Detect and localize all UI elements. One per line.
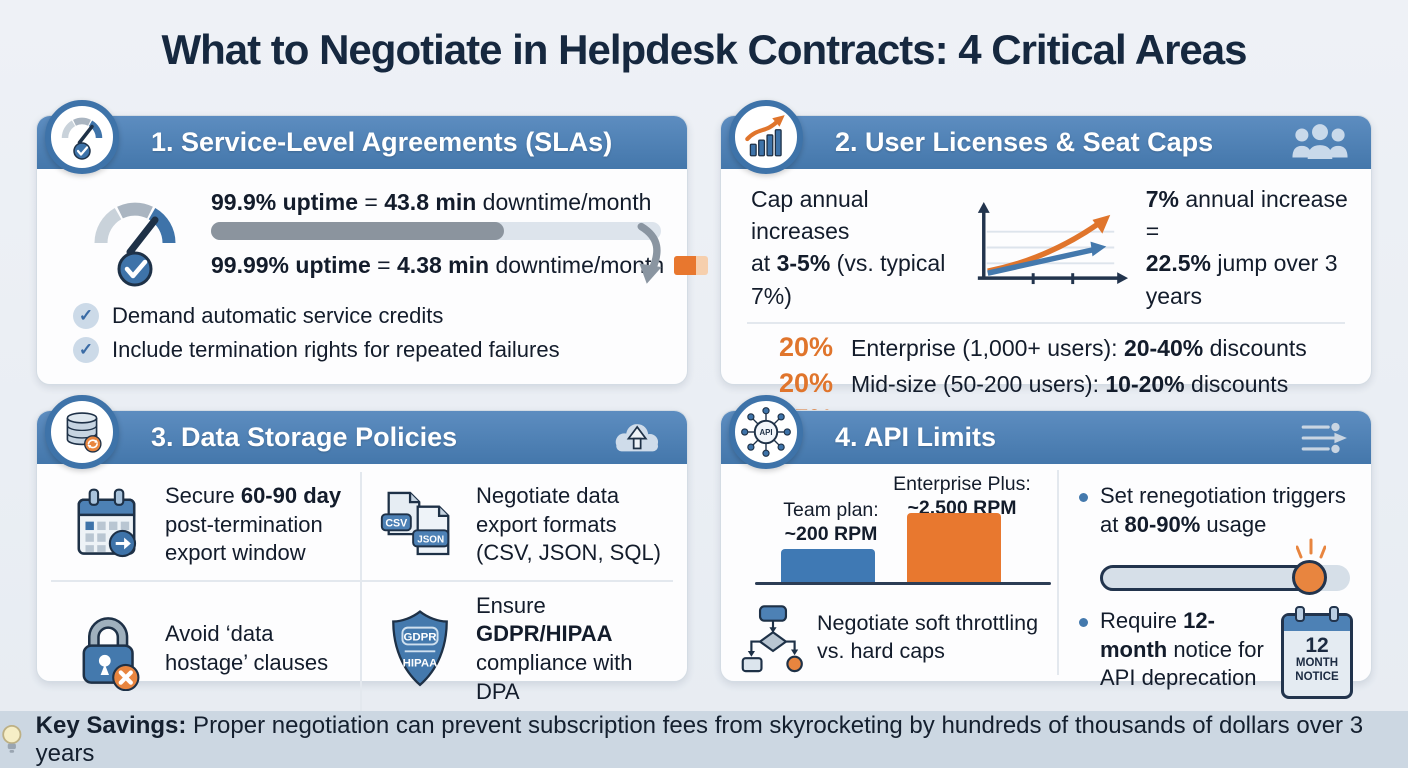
storage-grid: Secure 60-90 day post-termination export… [37,464,687,724]
gauge-icon [61,117,103,160]
gauge-check-icon [94,202,176,287]
panel-storage-title: 3. Data Storage Policies [151,422,458,452]
team-plan-bar [781,549,875,582]
storage-item-hostage: Avoid ‘data hostage’ clauses [51,581,362,719]
sla-checklist: ✓ Demand automatic service credits ✓ Inclu… [37,303,687,363]
key-savings-text: Key Savings: Proper negotiation can prev… [35,711,1364,767]
storage-item-text: Ensure GDPR/HIPAA compliance with DPA [476,592,633,704]
lock-x-icon [82,617,140,691]
throttling-text: Negotiate soft throttling vs. hard caps [817,611,1039,663]
storage-item-text: Secure 60-90 day post-termination export… [165,483,342,566]
throughput-icon [1301,422,1347,453]
panel-sla-header: 1. Service-Level Agreements (SLAs) [37,100,687,174]
flowchart-icon [741,605,803,673]
cap-increase-text: Cap annual increases at 3-5% (vs. typical… [751,186,946,309]
growth-chart-icon [745,115,785,157]
svg-text:CSV: CSV [385,517,408,529]
api-hub-icon: API [741,407,791,457]
panel-licenses-title: 2. User Licenses & Seat Caps [835,127,1214,157]
renegotiation-bullet: Set renegotiation triggers at 80-90% usa… [1079,482,1359,539]
calendar-export-icon [77,488,137,558]
slider-knob [1292,560,1327,596]
svg-text:API: API [759,428,772,437]
api-badge: API [729,395,803,469]
panel-api-header: API 4. API Limits [721,395,1371,469]
downtime-bar-small [674,256,709,275]
users-icon [1292,123,1348,159]
check-icon: ✓ [73,303,99,329]
database-badge [45,395,119,469]
svg-text:JSON: JSON [417,534,444,545]
checklist-item: ✓ Demand automatic service credits [73,303,687,329]
panel-api-title: 4. API Limits [835,422,997,452]
page-title: What to Negotiate in Helpdesk Contracts:… [161,26,1247,73]
spark-icon [1296,538,1326,559]
bullet-dot [1079,493,1088,502]
check-icon: ✓ [73,337,99,363]
database-icon [66,412,102,453]
svg-text:HIPAA: HIPAA [403,658,438,670]
panel-licenses-header: 2. User Licenses & Seat Caps [721,100,1371,174]
api-right-column: Set renegotiation triggers at 80-90% usa… [1059,470,1363,700]
checklist-item: ✓ Include termination rights for repeated… [73,337,687,363]
growth-mini-chart [977,202,1128,285]
csv-json-files-icon: CSV JSON [380,491,450,556]
key-savings-banner: Key Savings: Proper negotiation can prev… [0,711,1408,768]
storage-item-export-window: Secure 60-90 day post-termination export… [51,472,362,582]
growth-badge [729,100,803,174]
discount-pct: 20% [778,367,833,398]
discount-row: 20% Mid-size (50-200 users): 10-20% disco… [721,368,1371,399]
panel-storage-header: 3. Data Storage Policies [37,395,687,469]
storage-item-text: Negotiate data export formats (CSV, JSON… [476,483,662,566]
curved-arrow-icon [637,222,662,284]
annual-increase-text: 7% annual increase = 22.5% jump over 3 ye… [1145,186,1348,309]
divider [747,321,1345,324]
discount-pct: 20% [778,331,833,362]
discount-row: 20% Enterprise (1,000+ users): 20-40% dis… [721,332,1371,363]
uptime-999-line: 99.9% uptime = 43.8 min downtime/month [211,189,652,215]
chart-baseline [755,582,1051,585]
slider-fill [1100,565,1318,592]
panel-api: API 4. API Limits Team plan: ~200 RPM Ent… [720,395,1372,700]
storage-item-compliance: GDPR HIPAA Ensure GDPR/HIPAA compliance … [362,582,673,718]
panel-sla-title: 1. Service-Level Agreements (SLAs) [151,127,613,157]
panel-storage: 3. Data Storage Policies [36,395,688,719]
cloud-upload-icon [615,423,659,451]
gauge-badge [45,100,119,174]
panel-licenses: 2. User Licenses & Seat Caps Cap annual … [720,100,1372,434]
uptime-9999-line: 99.99% uptime = 4.38 min downtime/month [211,252,709,279]
throttling-block: Negotiate soft throttling vs. hard caps [737,602,1053,674]
bullet-dot [1079,618,1088,628]
downtime-bar-large [211,222,661,240]
lightbulb-icon [2,724,22,753]
panel-sla: 1. Service-Level Agreements (SLAs) 99.9%… [36,100,709,385]
deprecation-bullet: Require 12-month notice for API deprecat… [1079,607,1279,693]
usage-slider [1100,538,1350,596]
storage-item-export-formats: CSV JSON Negotiate data export formats (… [362,472,673,582]
svg-text:GDPR: GDPR [403,632,437,644]
sla-uptime-block: 99.9% uptime = 43.8 min downtime/month 9… [37,169,709,291]
storage-item-text: Avoid ‘data hostage’ clauses [165,621,329,675]
api-left-column: Team plan: ~200 RPM Enterprise Plus: ~2,50… [737,470,1059,675]
rpm-bar-chart: Team plan: ~200 RPM Enterprise Plus: ~2,50… [737,470,1053,590]
gdpr-hipaa-shield-icon: GDPR HIPAA [392,610,448,687]
license-cap-block: Cap annual increases at 3-5% (vs. typical… [721,169,1371,312]
enterprise-plus-bar [907,513,1001,582]
team-plan-label: Team plan: ~200 RPM [783,499,879,546]
twelve-month-calendar-icon: 12 MONTH NOTICE [1281,606,1353,700]
